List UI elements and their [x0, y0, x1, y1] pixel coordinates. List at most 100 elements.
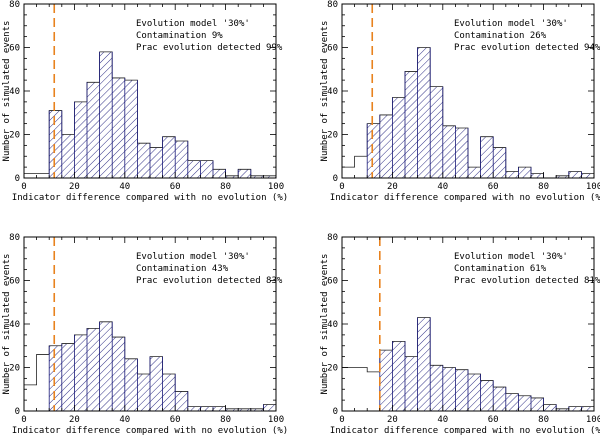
histogram-bar: [568, 406, 582, 411]
annotation-line: Evolution model '30%': [454, 19, 568, 29]
x-axis-label: Indicator difference compared with no ev…: [12, 426, 288, 436]
histogram-bar: [49, 110, 62, 178]
histogram-bar: [150, 356, 163, 411]
histogram-bar: [505, 393, 519, 411]
annotation-line: Contamination 61%: [454, 264, 547, 274]
histogram-bar: [468, 167, 481, 178]
histogram-bar: [87, 82, 100, 178]
y-tick-label: 60: [327, 44, 338, 54]
histogram-bar: [430, 86, 443, 178]
histogram-bar: [518, 167, 531, 178]
histogram-bar: [493, 387, 506, 411]
histogram-bar: [392, 97, 405, 178]
histogram-bar: [493, 147, 506, 178]
y-tick-label: 40: [9, 87, 20, 97]
y-tick-label: 20: [9, 364, 20, 374]
histogram-bar: [61, 343, 75, 411]
y-tick-label: 0: [333, 174, 338, 184]
annotation-line: Prac evolution detected 99%: [136, 43, 283, 53]
x-tick-label: 80: [538, 415, 549, 425]
x-tick-label: 20: [387, 415, 398, 425]
histogram-bar: [417, 317, 431, 411]
histogram-bar: [430, 365, 443, 411]
x-tick-label: 80: [220, 415, 231, 425]
histogram-bar: [543, 404, 557, 411]
y-tick-label: 0: [15, 174, 20, 184]
x-tick-label: 100: [268, 182, 284, 192]
y-tick-label: 40: [327, 320, 338, 330]
annotation-line: Prac evolution detected 94%: [454, 43, 600, 53]
histogram-bar: [99, 321, 113, 411]
histogram-bar: [137, 143, 150, 178]
histogram-bar: [531, 397, 544, 411]
x-tick-label: 0: [339, 415, 344, 425]
histogram-bar: [556, 408, 569, 411]
histogram-bar: [455, 127, 468, 178]
histogram-bar: [480, 380, 494, 411]
x-tick-label: 60: [488, 182, 499, 192]
histogram-bar: [442, 367, 456, 411]
histogram-bar: [238, 169, 251, 178]
histogram-bar: [87, 328, 100, 411]
histogram-bar: [405, 71, 418, 178]
histogram-bar: [455, 369, 468, 411]
histogram-bar: [379, 114, 393, 178]
histogram-bar: [200, 406, 213, 411]
histogram-bar: [187, 160, 201, 178]
histogram-bar: [581, 173, 594, 178]
histogram-bar: [61, 134, 75, 178]
histogram-bar: [392, 341, 405, 411]
histogram-bar: [581, 406, 594, 411]
x-tick-label: 100: [586, 415, 600, 425]
y-tick-label: 20: [9, 131, 20, 141]
histogram-bar: [250, 175, 264, 178]
histogram-bar: [505, 171, 519, 178]
annotation-line: Contamination 9%: [136, 31, 223, 41]
annotation-line: Evolution model '30%': [136, 19, 250, 29]
x-tick-label: 40: [437, 182, 448, 192]
y-tick-label: 20: [327, 131, 338, 141]
x-tick-label: 20: [69, 415, 80, 425]
histogram-bar: [187, 406, 201, 411]
y-axis-label: Number of simulated events: [2, 21, 12, 162]
histogram-bar: [99, 51, 113, 178]
y-tick-label: 40: [327, 87, 338, 97]
histogram-bar: [468, 374, 481, 411]
histogram-bar: [74, 101, 87, 178]
histogram-bar: [162, 136, 176, 178]
histogram-bar: [250, 408, 264, 411]
histogram-bar: [150, 147, 163, 178]
annotation-line: Prac evolution detected 81%: [454, 276, 600, 286]
x-tick-label: 40: [437, 415, 448, 425]
x-tick-label: 0: [21, 182, 26, 192]
x-axis-label: Indicator difference compared with no ev…: [12, 193, 288, 203]
x-tick-label: 60: [170, 415, 181, 425]
histogram-bar: [442, 125, 456, 178]
histogram-bar: [556, 175, 569, 178]
x-tick-label: 0: [339, 182, 344, 192]
histogram-bar: [175, 391, 188, 411]
x-tick-label: 20: [387, 182, 398, 192]
x-tick-label: 40: [119, 182, 130, 192]
x-tick-label: 60: [170, 182, 181, 192]
y-axis-label: Number of simulated events: [320, 254, 330, 395]
x-tick-label: 60: [488, 415, 499, 425]
histogram-bar: [263, 404, 276, 411]
histogram-bar: [162, 374, 176, 411]
histogram-bar: [112, 337, 125, 411]
y-tick-label: 80: [9, 0, 20, 10]
annotation-line: Evolution model '30%': [454, 252, 568, 262]
histogram-bar: [531, 173, 544, 178]
x-axis-label: Indicator difference compared with no ev…: [330, 426, 600, 436]
annotation-line: Contamination 26%: [454, 31, 547, 41]
y-tick-label: 80: [327, 0, 338, 10]
y-tick-label: 0: [333, 407, 338, 417]
x-tick-label: 100: [268, 415, 284, 425]
x-tick-label: 20: [69, 182, 80, 192]
y-tick-label: 80: [327, 233, 338, 243]
